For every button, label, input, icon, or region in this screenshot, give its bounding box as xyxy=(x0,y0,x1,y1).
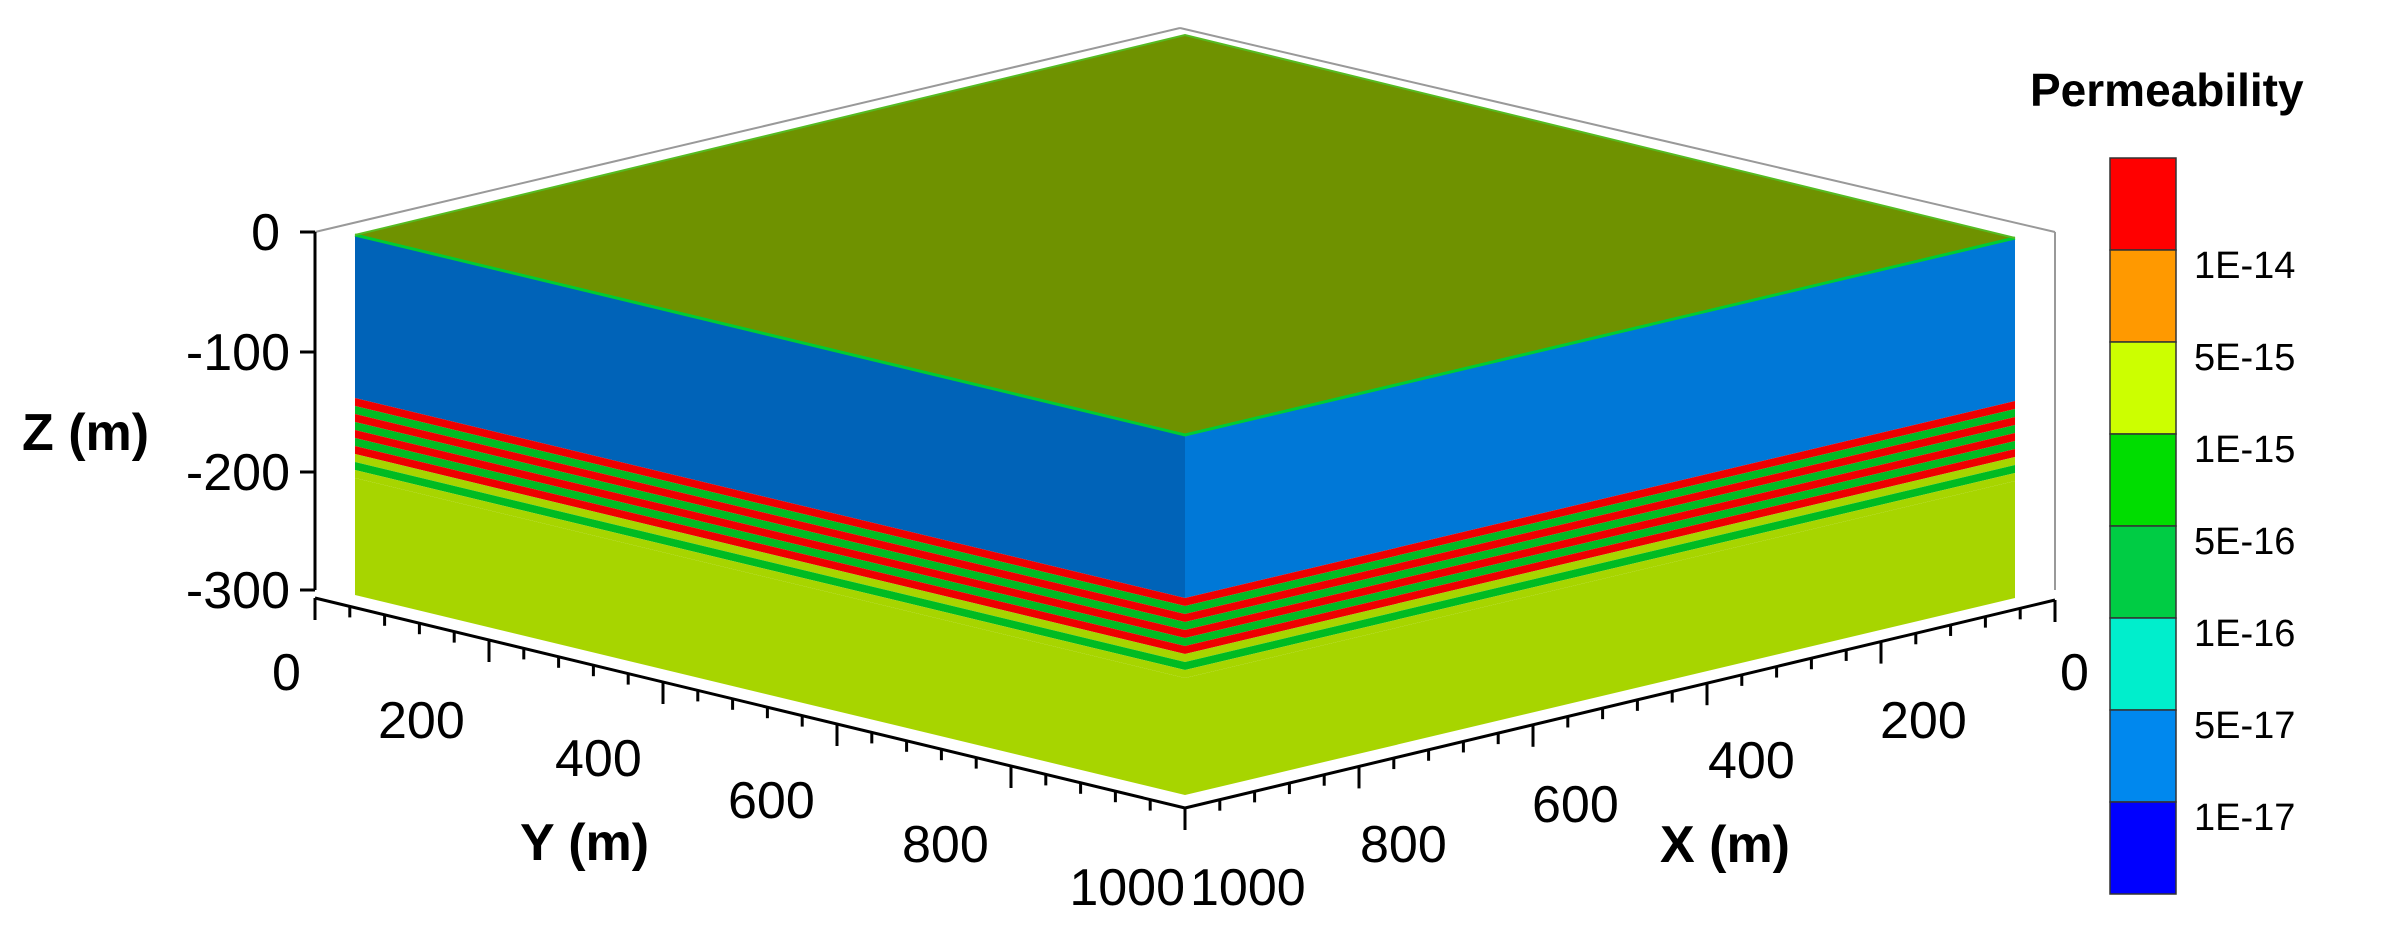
thin-layer-band xyxy=(1185,449,2015,654)
thin-layer-band xyxy=(1185,473,2015,678)
legend-label: 1E-15 xyxy=(2194,429,2295,471)
legend-label: 5E-16 xyxy=(2194,521,2295,563)
y-axis-title: Y (m) xyxy=(520,814,649,872)
right-face-thin-layers xyxy=(1185,401,2015,678)
z-tick-label: -100 xyxy=(186,324,290,382)
thin-layer-band xyxy=(355,422,1185,630)
legend-swatch xyxy=(2109,433,2177,527)
thin-layer-band xyxy=(1185,401,2015,606)
x-tick-label: 400 xyxy=(1708,732,1795,790)
color-legend: Permeability 1E-14 5E-15 1E-15 5E-16 1E-16 5E… xyxy=(2030,64,2304,895)
z-tick-label: -200 xyxy=(186,444,290,502)
thin-layer-band xyxy=(1185,441,2015,646)
y-tick-label: 0 xyxy=(272,644,301,702)
thin-layer-band xyxy=(355,398,1185,606)
legend-label: 1E-17 xyxy=(2194,797,2295,839)
legend-swatch xyxy=(2109,709,2177,803)
y-tick-label: 600 xyxy=(728,772,815,830)
thin-layer-band xyxy=(1185,465,2015,670)
x-axis: 0 200 400 600 800 1000 X (m) xyxy=(1183,598,2089,917)
z-axis: 0 -100 -200 -300 Z (m) xyxy=(22,204,317,620)
left-face-lower-layer xyxy=(355,478,1185,795)
legend-swatch xyxy=(2109,249,2177,343)
y-tick-label: 400 xyxy=(555,730,642,788)
thin-layer-band xyxy=(1185,409,2015,614)
x-tick-label: 200 xyxy=(1880,692,1967,750)
y-axis: 0 200 400 600 800 1000 Y (m) xyxy=(272,596,1187,917)
x-tick-label: 1000 xyxy=(1190,859,1306,917)
thin-layer-band xyxy=(1185,457,2015,662)
legend-title: Permeability xyxy=(2030,64,2304,116)
legend-label: 1E-14 xyxy=(2194,245,2295,287)
legend-swatch xyxy=(2109,525,2177,619)
x-tick-label: 800 xyxy=(1360,816,1447,874)
thin-layer-band xyxy=(355,462,1185,670)
legend-label: 5E-15 xyxy=(2194,337,2295,379)
legend-swatch xyxy=(2109,801,2177,895)
thin-layer-band xyxy=(355,430,1185,638)
y-tick-label: 800 xyxy=(902,816,989,874)
left-face-upper-layer xyxy=(355,235,1185,598)
z-tick-label: -300 xyxy=(186,562,290,620)
z-tick-label: 0 xyxy=(251,204,280,262)
right-face-upper-layer xyxy=(1185,238,2015,598)
right-face-lower-layer xyxy=(1185,481,2015,795)
thin-layer-band xyxy=(355,454,1185,662)
z-axis-title: Z (m) xyxy=(22,404,149,462)
y-tick-label: 200 xyxy=(378,692,465,750)
legend-swatch xyxy=(2109,341,2177,435)
z-ticks xyxy=(300,230,315,592)
legend-label: 5E-17 xyxy=(2194,705,2295,747)
thin-layer-band xyxy=(1185,433,2015,638)
thin-layer-band xyxy=(355,438,1185,646)
thin-layer-band xyxy=(1185,425,2015,630)
x-tick-label: 0 xyxy=(2060,644,2089,702)
x-tick-label: 600 xyxy=(1532,776,1619,834)
thin-layer-band xyxy=(1185,417,2015,622)
legend-label: 1E-16 xyxy=(2194,613,2295,655)
left-face-thin-layers xyxy=(355,398,1185,678)
model-block xyxy=(354,33,2016,795)
thin-layer-band xyxy=(355,446,1185,654)
y-tick-label: 1000 xyxy=(1069,859,1185,917)
thin-layer-band xyxy=(355,414,1185,622)
legend-swatch xyxy=(2109,617,2177,711)
x-axis-title: X (m) xyxy=(1660,816,1790,874)
thin-layer-band xyxy=(355,406,1185,614)
thin-layer-band xyxy=(355,470,1185,678)
legend-swatch xyxy=(2109,157,2177,251)
